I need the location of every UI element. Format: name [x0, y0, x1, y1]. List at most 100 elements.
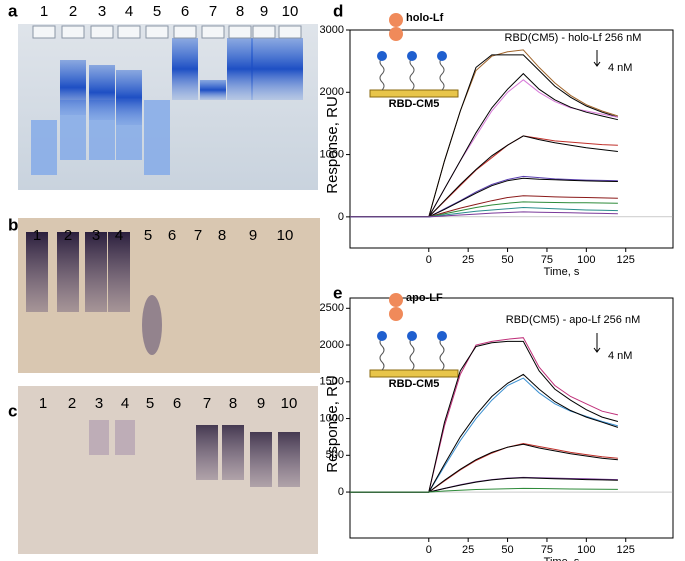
arrow-head: [593, 61, 601, 67]
band: [144, 100, 170, 175]
y-axis-title: Response, RU: [324, 375, 341, 473]
band: [142, 295, 162, 355]
band: [222, 425, 244, 480]
x-tick-label: 100: [577, 544, 595, 556]
series-line: [350, 135, 618, 218]
rbd: [437, 331, 447, 341]
band: [250, 432, 272, 487]
y-tick-label: 1000: [320, 148, 344, 160]
band: [89, 65, 115, 120]
band: [89, 420, 109, 455]
linker: [409, 57, 415, 91]
linker: [379, 337, 385, 371]
lane-label: 10: [281, 395, 298, 412]
rbd: [437, 51, 447, 61]
annotation: RBD(CM5) - apo-Lf 256 nM: [506, 314, 641, 326]
band: [196, 425, 218, 480]
panel-label: b: [8, 215, 18, 234]
plot-frame: [349, 297, 674, 539]
lane-label: 6: [173, 395, 181, 412]
series-line: [350, 487, 618, 493]
well: [61, 25, 85, 39]
series-line: [350, 206, 618, 218]
lf: [389, 307, 403, 321]
series-line: [350, 211, 618, 218]
lane-label: 8: [229, 395, 237, 412]
well: [90, 25, 114, 39]
lf: [389, 27, 403, 41]
band: [57, 232, 79, 312]
well: [145, 25, 169, 39]
inset-label: RBD-CM5: [389, 98, 440, 110]
lane-label: 9: [257, 395, 265, 412]
y-tick-label: 0: [338, 211, 344, 223]
x-tick-label: 50: [501, 254, 513, 266]
series-line: [350, 442, 618, 493]
lane-label: 2: [68, 395, 76, 412]
well: [117, 25, 141, 39]
lane-label: 7: [203, 395, 211, 412]
x-tick-label: 125: [617, 544, 635, 556]
panel-label: d: [333, 1, 343, 20]
lf: [389, 293, 403, 307]
band: [116, 70, 142, 125]
lane-label: 10: [282, 3, 299, 20]
y-tick-label: 2000: [320, 86, 344, 98]
band: [85, 232, 107, 312]
lane-label: 5: [153, 3, 161, 20]
lane-label: 8: [218, 227, 226, 244]
linker: [439, 337, 445, 371]
y-tick-label: 3000: [320, 24, 344, 36]
band: [172, 38, 198, 100]
lane-label: 3: [92, 227, 100, 244]
lane-label: 2: [64, 227, 72, 244]
lane-label: 5: [144, 227, 152, 244]
x-tick-label: 75: [541, 254, 553, 266]
band: [31, 120, 57, 175]
lane-label: 10: [277, 227, 294, 244]
lane-label: 3: [98, 3, 106, 20]
lane-label: 4: [125, 3, 133, 20]
y-tick-label: 500: [326, 449, 344, 461]
x-tick-label: 25: [462, 254, 474, 266]
lf: [389, 13, 403, 27]
rbd: [377, 51, 387, 61]
y-tick-label: 2500: [320, 302, 344, 314]
x-tick-label: 25: [462, 544, 474, 556]
lane-label: 4: [115, 227, 123, 244]
series-line: [350, 377, 619, 493]
y-tick-label: 0: [338, 486, 344, 498]
band: [115, 420, 135, 455]
chip: [369, 89, 459, 98]
lane-label: 6: [181, 3, 189, 20]
lane-label: 6: [168, 227, 176, 244]
rbd: [407, 331, 417, 341]
series-line: [350, 443, 618, 493]
x-tick-label: 0: [426, 544, 432, 556]
x-tick-label: 125: [617, 254, 635, 266]
well: [278, 25, 302, 39]
y-tick-label: 2000: [320, 339, 344, 351]
lane-label: 7: [209, 3, 217, 20]
rbd: [377, 331, 387, 341]
band: [278, 432, 300, 487]
y-tick-label: 1000: [320, 412, 344, 424]
series-line: [350, 337, 619, 493]
band: [200, 80, 226, 100]
rbd: [407, 51, 417, 61]
lane-label: 4: [121, 395, 129, 412]
well: [252, 25, 276, 39]
band: [227, 38, 253, 100]
linker: [409, 337, 415, 371]
well: [173, 25, 197, 39]
inset-label: holo-Lf: [406, 12, 444, 24]
plot-frame: [349, 29, 674, 249]
series-line: [350, 373, 619, 493]
x-tick-label: 75: [541, 544, 553, 556]
inset-label: RBD-CM5: [389, 378, 440, 390]
band: [26, 232, 48, 312]
series-line: [350, 49, 619, 218]
band: [60, 60, 86, 115]
